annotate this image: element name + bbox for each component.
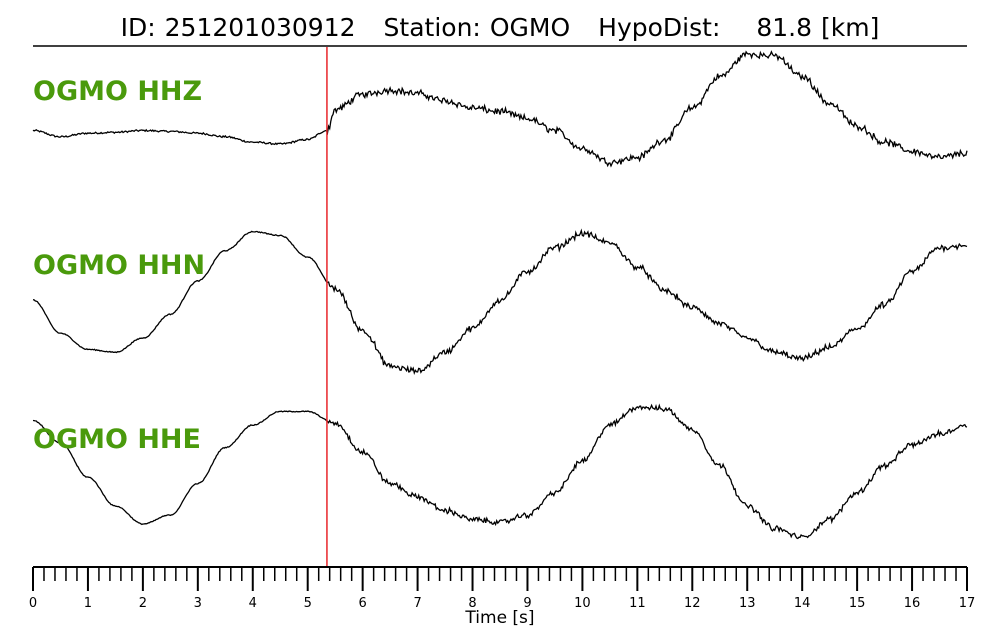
- x-tick-label: 12: [684, 596, 701, 611]
- x-tick-label: 3: [194, 596, 202, 611]
- x-tick-label: 5: [304, 596, 312, 611]
- x-tick-label: 13: [739, 596, 756, 611]
- x-tick-label: 17: [959, 596, 976, 611]
- hypodist-unit: [km]: [821, 13, 879, 42]
- channel-label: OGMO HHZ: [33, 76, 202, 107]
- traces-group: [32, 50, 968, 540]
- station-label: Station:: [384, 13, 481, 42]
- channel-labels-group: OGMO HHZ OGMO HHN OGMO HHE: [33, 76, 205, 455]
- x-tick-label: 10: [574, 596, 591, 611]
- plot-title: ID: 251201030912 Station: OGMO HypoDist: 81.8…: [121, 13, 880, 42]
- x-tick-label: 11: [629, 596, 646, 611]
- x-tick-label: 15: [849, 596, 866, 611]
- x-tick-label: 9: [523, 596, 531, 611]
- hypodist-label: HypoDist:: [598, 13, 720, 42]
- trace-ogmo-hhn: [32, 228, 968, 375]
- channel-label: OGMO HHE: [33, 424, 201, 455]
- event-id: 251201030912: [165, 13, 356, 42]
- x-axis-label: Time [s]: [464, 608, 534, 628]
- x-tick-label: 6: [359, 596, 367, 611]
- hypodist-value: 81.8: [756, 13, 812, 42]
- x-tick-label: 1: [84, 596, 92, 611]
- x-tick-label: 8: [468, 596, 476, 611]
- x-tick-label: 0: [29, 596, 37, 611]
- x-tick-label: 16: [904, 596, 921, 611]
- x-tick-label: 7: [413, 596, 421, 611]
- x-tick-label: 14: [794, 596, 811, 611]
- time-axis: 0 1 2 3 4 5 6 7 8 9 10 11 12 13 14 15 16 17: [29, 566, 976, 611]
- trace-ogmo-hhe: [32, 403, 968, 540]
- trace-ogmo-hhz: [32, 50, 968, 168]
- x-tick-label: 2: [139, 596, 147, 611]
- channel-label: OGMO HHN: [33, 250, 205, 281]
- station-code: OGMO: [490, 13, 570, 42]
- id-label: ID:: [121, 13, 156, 42]
- x-tick-label: 4: [249, 596, 257, 611]
